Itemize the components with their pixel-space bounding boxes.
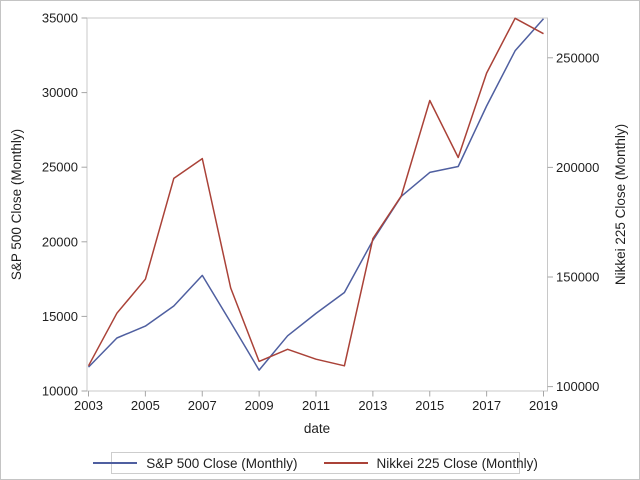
x-axis-tick-label: 2013 xyxy=(358,398,387,413)
axis-ticks-layer: 10000 15000 20000 25000 30000 35000 100000 1500… xyxy=(42,11,600,414)
left-axis-tick-label: 20000 xyxy=(42,234,78,249)
right-axis-tick-label: 150000 xyxy=(556,270,599,285)
left-axis-tick-label: 35000 xyxy=(42,11,78,26)
sp500-line-sample xyxy=(93,462,138,464)
sp500-series-line xyxy=(87,18,545,371)
left-axis-tick-label: 10000 xyxy=(42,384,78,399)
legend-item-sp500: S&P 500 Close (Monthly) xyxy=(93,455,298,471)
left-axis-tick-label: 25000 xyxy=(42,160,78,175)
legend: S&P 500 Close (Monthly) Nikkei 225 Close… xyxy=(93,452,538,474)
x-axis-tick-label: 2019 xyxy=(529,398,558,413)
x-axis-title: date xyxy=(304,421,330,436)
x-axis-tick-label: 2015 xyxy=(415,398,444,413)
left-axis-tick-label: 30000 xyxy=(42,85,78,100)
right-axis-tick-label: 200000 xyxy=(556,160,599,175)
x-axis-tick-label: 2003 xyxy=(74,398,103,413)
plot-frame xyxy=(86,17,548,392)
nikkei-series-line xyxy=(87,17,544,367)
left-axis-tick-label: 15000 xyxy=(42,309,78,324)
right-axis-title: Nikkei 225 Close (Monthly) xyxy=(613,124,628,285)
x-axis-tick-label: 2011 xyxy=(302,398,330,413)
left-axis-title: S&P 500 Close (Monthly) xyxy=(9,129,24,280)
right-axis-tick-label: 100000 xyxy=(556,379,599,394)
x-axis-tick-label: 2005 xyxy=(131,398,160,413)
nikkei-line-sample xyxy=(323,462,368,464)
legend-label-sp500: S&P 500 Close (Monthly) xyxy=(146,455,298,471)
x-axis-tick-label: 2009 xyxy=(245,398,274,413)
legend-label-nikkei: Nikkei 225 Close (Monthly) xyxy=(376,455,538,471)
series-layer xyxy=(87,17,545,371)
right-axis-tick-label: 250000 xyxy=(556,50,599,65)
legend-item-nikkei: Nikkei 225 Close (Monthly) xyxy=(323,455,538,471)
x-axis-tick-label: 2007 xyxy=(188,398,217,413)
x-axis-tick-label: 2017 xyxy=(472,398,501,413)
